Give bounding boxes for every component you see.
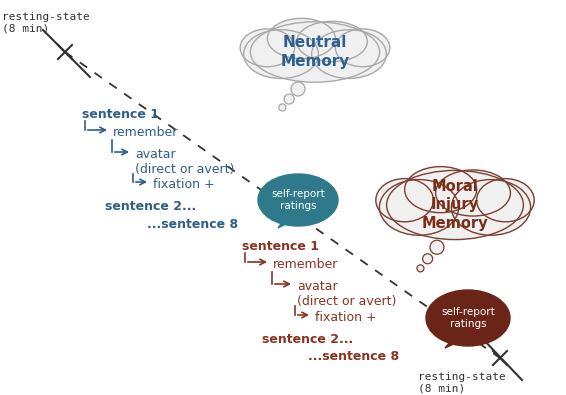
Text: ...sentence 8: ...sentence 8 bbox=[308, 350, 399, 363]
Ellipse shape bbox=[426, 290, 510, 346]
Circle shape bbox=[430, 240, 444, 254]
Polygon shape bbox=[445, 333, 470, 348]
Ellipse shape bbox=[477, 179, 534, 222]
Text: self-report
ratings: self-report ratings bbox=[441, 307, 495, 329]
Ellipse shape bbox=[379, 180, 458, 235]
Circle shape bbox=[423, 254, 432, 264]
Text: sentence 1: sentence 1 bbox=[82, 108, 159, 121]
Ellipse shape bbox=[267, 19, 336, 59]
Ellipse shape bbox=[312, 30, 387, 79]
Text: sentence 2...: sentence 2... bbox=[262, 333, 353, 346]
Ellipse shape bbox=[243, 30, 319, 79]
Text: avatar
(direct or avert): avatar (direct or avert) bbox=[297, 280, 396, 308]
Text: remember: remember bbox=[113, 126, 178, 139]
Text: Moral
Injury
Memory: Moral Injury Memory bbox=[422, 179, 488, 231]
Circle shape bbox=[417, 265, 424, 272]
Ellipse shape bbox=[387, 170, 524, 239]
Text: fixation +: fixation + bbox=[315, 311, 376, 324]
Text: avatar
(direct or avert): avatar (direct or avert) bbox=[135, 148, 234, 176]
Ellipse shape bbox=[297, 21, 367, 62]
Ellipse shape bbox=[336, 29, 390, 67]
Text: sentence 2...: sentence 2... bbox=[105, 200, 196, 213]
Text: Neutral
Memory: Neutral Memory bbox=[280, 35, 350, 69]
Ellipse shape bbox=[240, 29, 294, 67]
Text: resting-state
(8 min): resting-state (8 min) bbox=[418, 372, 506, 393]
Polygon shape bbox=[278, 214, 300, 228]
Ellipse shape bbox=[250, 22, 380, 82]
Text: self-report
ratings: self-report ratings bbox=[271, 189, 325, 211]
Text: remember: remember bbox=[273, 258, 338, 271]
Circle shape bbox=[279, 104, 286, 111]
Text: fixation +: fixation + bbox=[153, 178, 215, 191]
Circle shape bbox=[284, 94, 294, 104]
Text: resting-state
(8 min): resting-state (8 min) bbox=[2, 12, 90, 34]
Text: sentence 1: sentence 1 bbox=[242, 240, 319, 253]
Ellipse shape bbox=[405, 167, 477, 213]
Circle shape bbox=[291, 82, 305, 96]
Ellipse shape bbox=[376, 179, 434, 222]
Ellipse shape bbox=[452, 180, 530, 235]
Ellipse shape bbox=[258, 174, 338, 226]
Text: ...sentence 8: ...sentence 8 bbox=[147, 218, 238, 231]
Ellipse shape bbox=[436, 170, 511, 216]
